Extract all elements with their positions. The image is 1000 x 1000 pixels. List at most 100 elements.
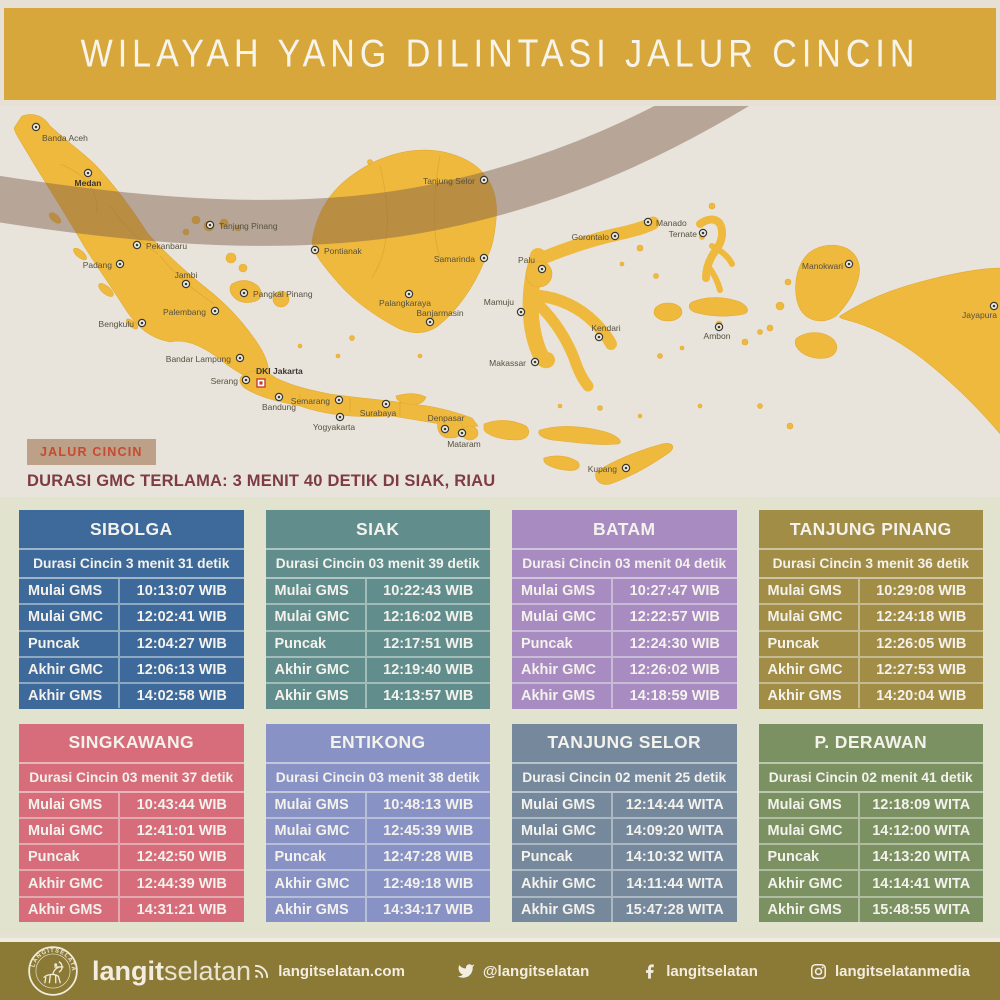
ring-path-legend: JALUR CINCIN [27,439,156,465]
map-city-yogyakarta: Yogyakarta [313,412,355,432]
card-row-value: 12:18:09 WITA [872,796,971,813]
card-row-value: 12:24:18 WIB [876,609,967,626]
card-row-label: Akhir GMC [512,871,614,896]
card-rows: Mulai GMS 12:18:09 WITA Mulai GMC 14:12:00 … [758,792,983,923]
card-row-label: Mulai GMS [759,579,860,604]
city-label: Medan [75,178,102,188]
header-banner: WILAYAH YANG DILINTASI JALUR CINCIN [4,8,996,100]
card-row-label: Puncak [266,845,367,870]
card-row-label: Akhir GMC [759,657,860,683]
card-row: Puncak 12:24:30 WIB [512,631,737,658]
card-row-label: Akhir GMS [266,684,367,709]
card-row: Mulai GMC 12:45:39 WIB [265,818,490,846]
archer-icon [43,961,64,984]
card-row: Mulai GMC 14:09:20 WITA [512,818,737,846]
map-svg: Banda Aceh Medan Tanjung Pinang Pekanbaru Pa… [0,106,1000,485]
card-row-value: 15:47:28 WITA [625,901,724,918]
social-link-rss[interactable]: langitselatan.com [253,963,405,980]
card-row-label: Akhir GMC [19,871,121,896]
card-title: SIAK [265,510,490,550]
card-row: Akhir GMS 14:31:21 WIB [19,897,244,922]
card-row-label: Akhir GMC [266,657,367,683]
card-row-value: 14:18:59 WIB [629,688,720,705]
card-row: Mulai GMS 10:29:08 WIB [758,579,983,606]
city-label: Gorontalo [572,232,610,242]
city-card-batam: BATAM Durasi Cincin 03 menit 04 detik Mula… [512,510,737,709]
city-label: Mamuju [484,297,515,307]
card-row-value: 10:22:43 WIB [383,583,474,600]
city-label: Palangkaraya [379,298,431,308]
card-title: ENTIKONG [265,724,490,764]
social-links: langitselatan.com @langitselatan langitsel… [253,962,970,980]
city-label: Jayapura [962,310,997,320]
card-row: Puncak 12:26:05 WIB [758,631,983,658]
card-row-value: 12:44:39 WIB [136,875,227,892]
social-link-facebook[interactable]: langitselatan [641,963,758,980]
rss-icon [253,963,270,980]
card-row: Akhir GMC 14:11:44 WITA [512,871,737,898]
card-row-value: 14:31:21 WIB [136,901,227,918]
map-city-manokwari: Manokwari [802,259,854,271]
card-row-value: 12:19:40 WIB [383,662,474,679]
card-row: Puncak 14:10:32 WITA [512,845,737,872]
card-row-value: 12:26:05 WIB [876,635,967,652]
card-row-value: 14:10:32 WITA [625,849,724,866]
card-row-label: Akhir GMC [512,657,614,683]
island-kalimantan [311,149,497,334]
brand-wordmark: langitselatan [92,956,251,987]
card-row: Mulai GMC 12:02:41 WIB [19,605,244,632]
card-row-value: 10:43:44 WIB [136,796,227,813]
map-city-pekanbaru: Pekanbaru [132,240,187,251]
city-label: Serang [211,376,239,386]
card-row-label: Akhir GMS [266,897,367,922]
card-title: SINGKAWANG [19,724,244,764]
card-row: Akhir GMC 12:19:40 WIB [265,657,490,685]
card-row-label: Akhir GMS [759,684,860,709]
card-row-value: 12:26:02 WIB [629,662,720,679]
city-card-singkawang: SINGKAWANG Durasi Cincin 03 menit 37 deti… [19,723,244,922]
social-label: @langitselatan [482,962,590,980]
card-row-value: 12:16:02 WIB [383,609,474,626]
card-title: BATAM [512,510,737,550]
island-sumatra [13,114,269,380]
map-city-tanjung-pinang: Tanjung Pinang [205,220,278,231]
card-row-label: Mulai GMC [512,818,614,844]
card-row-label: Puncak [512,631,614,656]
social-link-twitter[interactable]: @langitselatan [457,962,589,980]
card-row-label: Akhir GMS [512,684,614,709]
city-label: Makassar [489,358,526,368]
twitter-icon [457,962,475,980]
map-city-denpasar: Denpasar [428,413,465,434]
card-rows: Mulai GMS 10:29:08 WIB Mulai GMC 12:24:18 W… [758,579,983,709]
map-city-palembang: Palembang [163,306,220,317]
city-label: Palembang [163,307,206,317]
card-title: SIBOLGA [19,510,244,550]
city-card-tanjung-pinang: TANJUNG PINANG Durasi Cincin 3 menit 36 d… [758,510,983,709]
social-link-instagram[interactable]: langitselatanmedia [810,963,970,980]
card-row: Puncak 12:17:51 WIB [265,631,490,658]
card-row-value: 14:02:58 WIB [136,688,227,705]
map-city-palu: Palu [518,255,547,274]
city-label: Padang [83,260,113,270]
map-city-tanjung-selor: Tanjung Selor [423,175,489,186]
map-city-serang: Serang [211,375,251,386]
card-row-label: Mulai GMC [19,605,121,630]
card-row: Mulai GMC 12:41:01 WIB [19,818,244,846]
card-row-value: 14:11:44 WITA [626,875,724,892]
city-label: Kendari [591,323,620,333]
city-label: Jambi [175,270,198,280]
card-row-value: 12:41:01 WIB [136,822,227,839]
city-card-p-derawan: P. DERAWAN Durasi Cincin 02 menit 41 deti… [758,723,983,923]
map-city-mataram: Mataram [447,428,481,449]
card-duration: Durasi Cincin 02 menit 25 detik [512,764,737,793]
city-label: Pekanbaru [146,241,187,251]
map-city-pangkal-pinang: Pangkal Pinang [239,288,313,299]
card-row-value: 14:14:41 WITA [872,875,971,892]
map-city-bandung: Bandung [262,392,296,412]
card-row-label: Akhir GMS [19,897,121,922]
islands [13,114,1000,485]
map-city-kendari: Kendari [591,323,621,342]
card-row-label: Puncak [512,845,614,870]
card-row-value: 12:06:13 WIB [136,662,227,679]
